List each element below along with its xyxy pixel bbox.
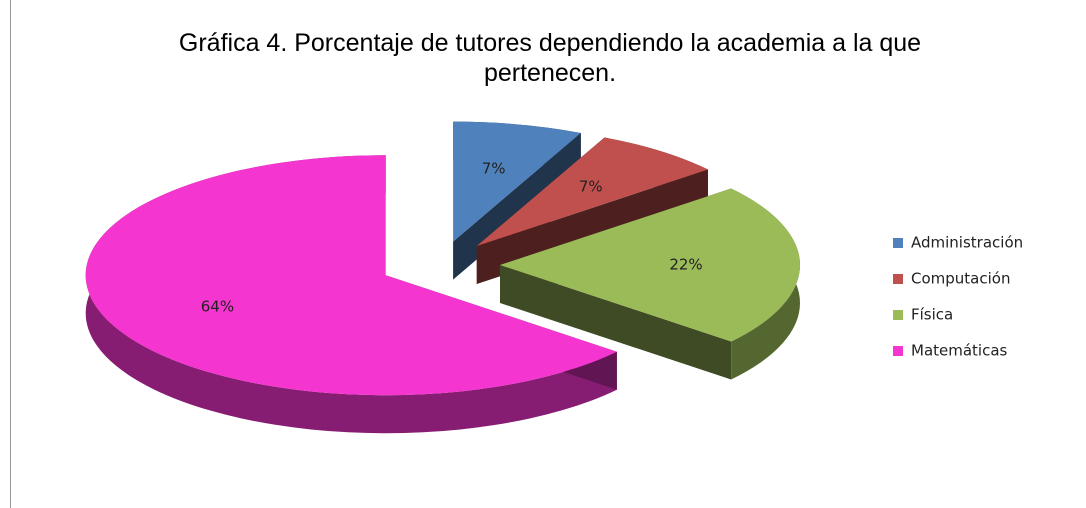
legend-label: Administración [911, 234, 1023, 252]
legend-swatch [893, 238, 903, 248]
slice-wall [500, 265, 732, 380]
legend-label: Computación [911, 270, 1010, 288]
data-label: 7% [482, 159, 506, 177]
frame [10, 0, 11, 508]
legend-label: Matemáticas [911, 342, 1008, 360]
slice [500, 188, 800, 342]
legend-swatch [893, 274, 903, 284]
legend-swatch [893, 310, 903, 320]
chart-title: Gráfica 4. Porcentaje de tutores dependi… [178, 29, 922, 87]
slice [476, 137, 708, 247]
data-label: 22% [669, 256, 702, 274]
slice [85, 155, 617, 396]
legend-label: Física [911, 306, 953, 324]
slice [453, 121, 581, 242]
legend-swatch [893, 346, 903, 356]
data-label: 7% [579, 178, 603, 196]
slice-side [85, 155, 617, 434]
data-label: 64% [201, 297, 234, 315]
